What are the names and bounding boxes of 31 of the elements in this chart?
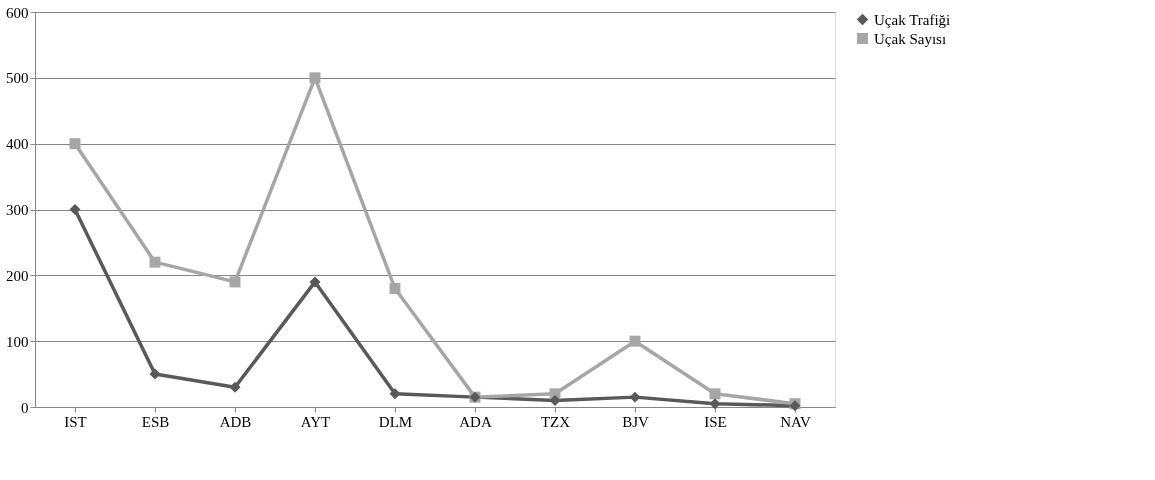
point xyxy=(709,388,721,400)
x-tick-label: IST xyxy=(64,413,87,430)
x-tick-label: DLM xyxy=(378,413,413,430)
point xyxy=(389,388,401,400)
legend-label: Uçak Sayısı xyxy=(874,30,947,47)
x-tick-label: AYT xyxy=(300,413,331,430)
x-tick-label: BJV xyxy=(622,413,649,430)
point xyxy=(149,368,161,380)
y-tick-label: 600 xyxy=(6,4,29,21)
y-tick-label: 500 xyxy=(6,70,29,87)
y-tick-label: 200 xyxy=(6,267,29,284)
x-tick-label: ADA xyxy=(459,413,492,430)
point xyxy=(149,256,161,268)
x-tick-label: ISE xyxy=(704,413,727,430)
point xyxy=(69,138,81,150)
legend-label: Uçak Trafiği xyxy=(874,11,951,28)
point xyxy=(549,394,561,406)
x-tick-label: NAV xyxy=(780,413,811,430)
point xyxy=(309,276,321,288)
y-tick-label: 0 xyxy=(21,399,29,416)
y-tick-label: 400 xyxy=(6,136,29,153)
y-tick-label: 100 xyxy=(6,333,29,350)
point xyxy=(229,381,241,393)
point xyxy=(309,72,321,84)
y-tick-label: 300 xyxy=(6,202,29,218)
point xyxy=(629,335,641,347)
x-tick-label: ADB xyxy=(219,413,252,430)
x-tick-label: ESB xyxy=(141,413,170,430)
point xyxy=(229,276,241,288)
point xyxy=(389,283,401,294)
x-tick-label: TZX xyxy=(540,413,571,430)
